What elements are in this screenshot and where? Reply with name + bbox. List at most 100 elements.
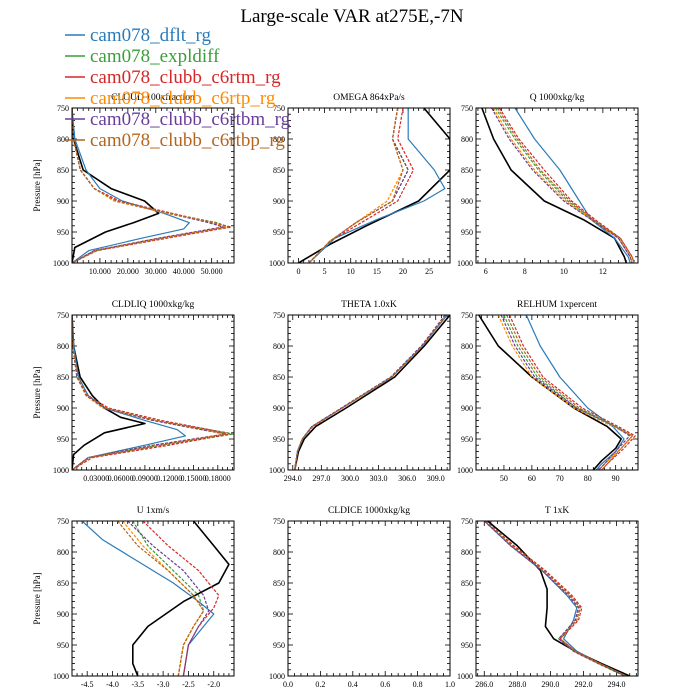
x-tick-label: 0.06000 [108,474,134,483]
series-line-cam078_clubb_c6rtbp_rg [72,315,227,470]
y-tick-label: 850 [273,373,285,382]
x-tick-label: 12 [599,267,607,276]
panel-title: RELHUM 1xpercent [517,300,597,310]
y-tick-label: 950 [57,228,69,237]
x-tick-label: 1.0 [445,680,455,689]
panel-1: CLOUD 100xfraction Pressure [hPa] 750 800 85… [32,92,235,276]
series-line-cam078_expldiff [485,521,626,676]
y-axis-label: Pressure [hPa] [32,159,42,211]
panel-2: OMEGA 864xPa/s 750 800 850 900 950 1000 0 5 10 15 2… [269,93,451,276]
panel-title: T 1xK [545,506,570,516]
legend-label: cam078_clubb_c6rtbp_rg [90,130,285,151]
figure-title: Large-scale VAR at275E,-7N [240,6,463,27]
series-line-cam078_clubb_c6rtm_rg [142,521,220,676]
panel-title: CLDLIQ 1000xkg/kg [112,300,195,310]
y-tick-label: 750 [57,517,69,526]
y-tick-label: 800 [57,548,69,557]
x-tick-label: 80 [584,474,592,483]
y-tick-label: 750 [273,311,285,320]
series-line-cam078_clubb_c6rtm_rg [498,108,635,263]
series-line-cam078_clubb_c6rtp_rg [483,521,626,676]
series-line-cam078_dflt_rg [525,315,625,470]
y-tick-label: 900 [461,197,473,206]
series-line-obs [293,315,450,470]
plot-frame [71,314,235,471]
x-tick-label: 0.12000 [156,474,182,483]
panel-6: RELHUM 1xpercent 750 800 850 900 950 1000 50 60 7… [457,300,639,483]
x-tick-label: 294.0 [608,680,626,689]
x-tick-label: 70 [556,474,564,483]
series-line-cam078_clubb_c6rtbp_rg [506,315,634,470]
x-tick-label: 306.0 [398,474,416,483]
series-line-cam078_dflt_rg [483,521,627,676]
series-line-cam078_clubb_c6rtbp_rg [308,108,404,263]
x-tick-label: 6 [484,267,488,276]
x-tick-label: -4.0 [106,680,119,689]
x-tick-label: 90 [612,474,620,483]
panel-4: CLDLIQ 1000xkg/kg Pressure [hPa] 750 800 850… [32,300,235,483]
y-tick-label: 1000 [53,466,69,475]
panel-3: Q 1000xkg/kg 750 800 850 900 950 1000 6 8 10 12 [457,93,639,276]
plot-frame [475,520,639,677]
x-tick-label: 288.0 [508,680,526,689]
x-tick-label: 15 [373,267,381,276]
x-tick-label: 309.0 [427,474,445,483]
x-tick-label: 50 [500,474,508,483]
legend-label: cam078_expldiff [90,46,220,67]
x-tick-label: 10 [347,267,355,276]
y-tick-label: 850 [57,373,69,382]
y-tick-label: 750 [273,517,285,526]
legend-label: cam078_dflt_rg [90,25,212,46]
y-tick-label: 1000 [457,259,473,268]
y-tick-label: 750 [461,517,473,526]
y-tick-label: 1000 [269,466,285,475]
series-line-cam078_clubb_c6rtp_rg [308,108,404,263]
y-tick-label: 850 [273,579,285,588]
y-tick-label: 900 [57,197,69,206]
x-tick-label: 5 [323,267,327,276]
x-tick-label: 10.000 [89,267,111,276]
y-tick-label: 1000 [269,672,285,681]
y-tick-label: 800 [57,342,69,351]
x-tick-label: 8 [523,267,527,276]
series-group [72,315,234,470]
series-line-cam078_dflt_rg [81,521,215,676]
y-tick-label: 800 [57,135,69,144]
series-line-cam078_clubb_c6rtbp_rg [294,315,447,470]
series-line-obs [132,521,230,676]
plot-frame [287,520,451,677]
series-line-obs [298,108,450,263]
x-tick-label: -2.5 [182,680,195,689]
series-line-cam078_clubb_c6rtm_rg [485,521,627,676]
series-line-cam078_dflt_rg [514,108,631,263]
y-tick-label: 950 [461,228,473,237]
x-tick-label: 290.0 [541,680,559,689]
y-tick-label: 900 [57,610,69,619]
x-tick-label: -4.5 [81,680,94,689]
series-line-cam078_clubb_c6rtbp_rg [72,108,229,263]
y-tick-label: 1000 [457,672,473,681]
x-tick-label: 0 [296,267,300,276]
x-tick-label: 0.0 [283,680,293,689]
series-line-cam078_dflt_rg [72,315,186,470]
series-line-cam078_expldiff [503,315,634,470]
y-tick-label: 900 [57,404,69,413]
x-tick-label: -2.0 [207,680,220,689]
y-tick-label: 900 [273,404,285,413]
y-tick-label: 950 [273,641,285,650]
x-tick-label: 297.0 [312,474,330,483]
y-axis-label: Pressure [hPa] [32,572,42,624]
x-tick-label: 303.0 [370,474,388,483]
y-tick-label: 750 [461,311,473,320]
series-line-cam078_clubb_c6rtbm_rg [491,108,633,263]
x-tick-label: 294.0 [284,474,302,483]
x-tick-label: 10 [560,267,568,276]
series-line-cam078_clubb_c6rtp_rg [497,315,634,470]
y-tick-label: 950 [57,435,69,444]
y-tick-label: 900 [461,404,473,413]
